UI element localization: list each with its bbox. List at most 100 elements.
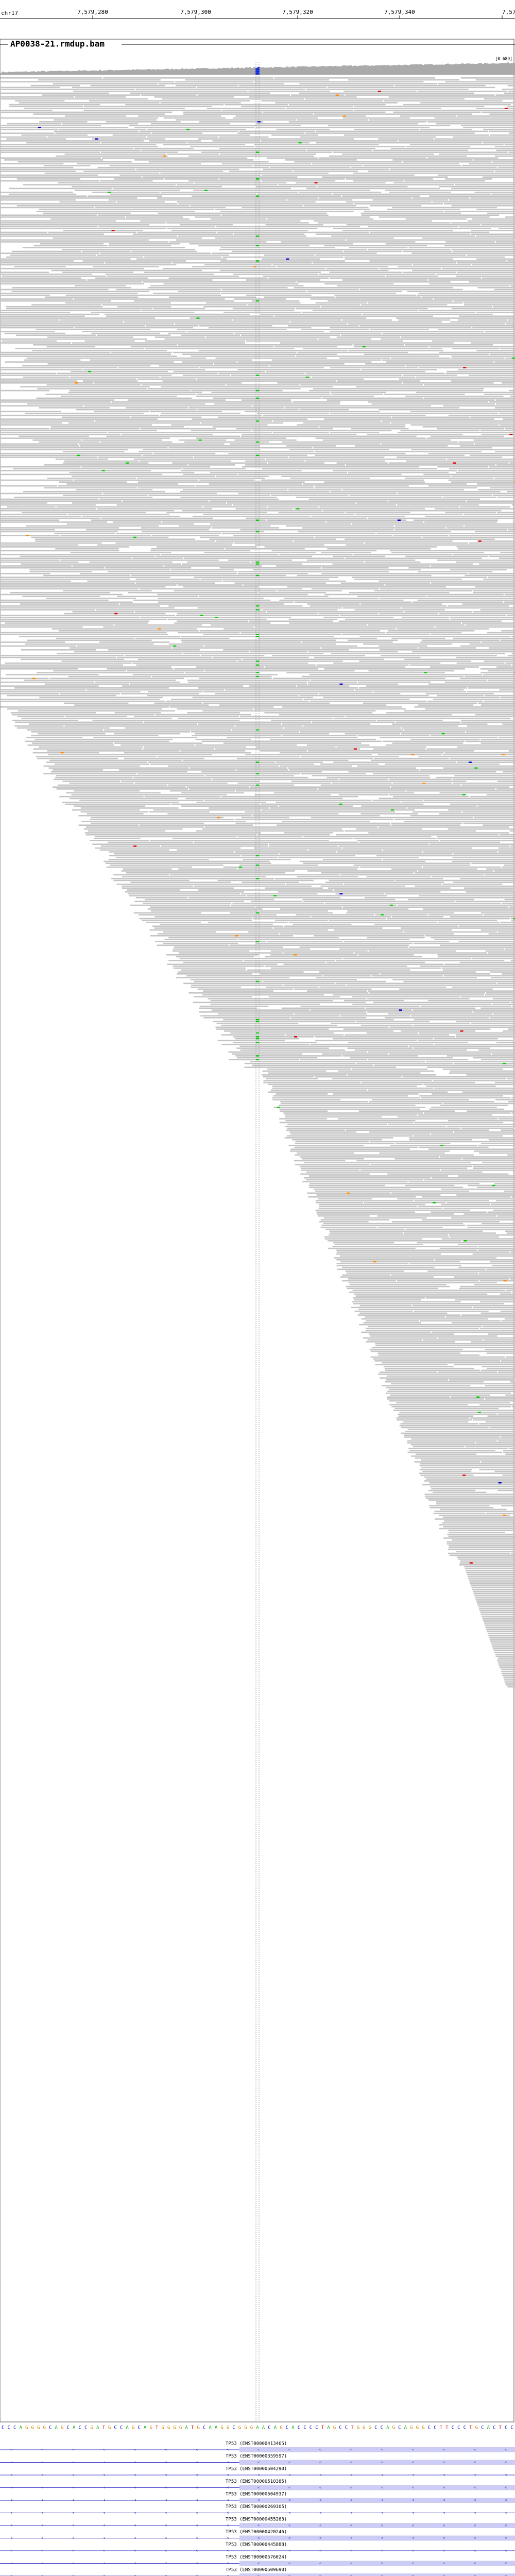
- read: [376, 719, 443, 721]
- read: [0, 411, 61, 413]
- exon: [239, 2498, 515, 2503]
- read: [407, 1451, 503, 1453]
- base: G: [250, 2426, 253, 2431]
- coverage-bar: [278, 66, 280, 75]
- read: [454, 1062, 515, 1064]
- read: [397, 1280, 479, 1282]
- read: [150, 550, 251, 552]
- read: [74, 805, 146, 807]
- read: [511, 636, 515, 637]
- transcript-label[interactable]: TP53 (ENST00000413465): [226, 2442, 287, 2447]
- read: [0, 452, 153, 454]
- read: [511, 1112, 515, 1114]
- read: [99, 498, 279, 500]
- read: [351, 166, 497, 168]
- read: [441, 967, 515, 969]
- coverage-bar: [169, 69, 171, 75]
- read: [486, 1367, 515, 1369]
- coverage-bar: [286, 66, 288, 75]
- read: [26, 737, 83, 738]
- read: [0, 531, 118, 533]
- exon: [239, 2573, 515, 2576]
- read: [263, 980, 386, 982]
- transcript-label[interactable]: TP53 (ENST00000455263): [226, 2517, 287, 2522]
- transcript-label[interactable]: TP53 (ENST00000504937): [226, 2492, 287, 2497]
- read: [345, 1270, 404, 1272]
- read: [346, 224, 480, 226]
- read: [286, 1129, 345, 1131]
- coverage-bar: [144, 69, 146, 75]
- read: [474, 192, 515, 193]
- read: [230, 1032, 334, 1034]
- read: [35, 540, 215, 542]
- read: [98, 456, 193, 458]
- read: [428, 1489, 476, 1492]
- read: [106, 121, 181, 123]
- read: [125, 727, 284, 729]
- read: [449, 1547, 515, 1549]
- read: [431, 1488, 515, 1489]
- read: [394, 84, 486, 87]
- read: [470, 1417, 515, 1419]
- read: [465, 740, 515, 742]
- read: [376, 533, 515, 534]
- read: [452, 778, 515, 781]
- read: [0, 655, 124, 656]
- transcript-label[interactable]: TP53 (ENST00000576024): [226, 2555, 287, 2560]
- read: [314, 113, 472, 115]
- track-name[interactable]: AP0038-21.rmdup.bam: [10, 39, 105, 49]
- read: [2, 275, 106, 277]
- read: [116, 857, 278, 858]
- read: [500, 1310, 515, 1312]
- read: [387, 1398, 485, 1400]
- read: [244, 960, 335, 961]
- read: [164, 565, 262, 567]
- read: [426, 1478, 515, 1480]
- transcript-label[interactable]: TP53 (ENST00000509690): [226, 2568, 287, 2573]
- read: [267, 218, 374, 220]
- read: [385, 1381, 484, 1383]
- transcript-label[interactable]: TP53 (ENST00000445888): [226, 2543, 287, 2548]
- mismatch: [256, 245, 259, 247]
- read: [316, 130, 488, 132]
- read: [418, 571, 493, 572]
- strand-arrow: <: [505, 2536, 507, 2540]
- read: [0, 272, 49, 273]
- read: [342, 489, 464, 490]
- transcript-label[interactable]: TP53 (ENST00000510385): [226, 2479, 287, 2484]
- read: [443, 1526, 515, 1528]
- coverage-bar: [371, 65, 373, 75]
- read: [96, 609, 262, 611]
- read: [27, 744, 114, 746]
- read: [457, 272, 515, 273]
- read: [254, 847, 342, 849]
- strand-arrow: <: [288, 2511, 290, 2515]
- read: [97, 255, 229, 256]
- exon: [239, 2535, 515, 2541]
- read: [200, 579, 330, 580]
- read: [102, 304, 247, 306]
- read: [47, 363, 213, 365]
- read: [154, 916, 311, 918]
- read: [373, 748, 426, 750]
- read: [72, 185, 222, 188]
- read: [9, 106, 83, 108]
- read: [0, 693, 59, 694]
- read: [388, 630, 475, 632]
- transcript-label[interactable]: TP53 (ENST00000504290): [226, 2467, 287, 2472]
- read: [481, 224, 515, 226]
- transcript-label[interactable]: TP53 (ENST00000269305): [226, 2504, 287, 2510]
- read: [495, 399, 515, 401]
- transcript-label[interactable]: TP53 (ENST00000420246): [226, 2530, 287, 2535]
- read: [0, 405, 83, 406]
- transcript-label[interactable]: TP53 (ENST00000359597): [226, 2454, 287, 2459]
- mismatch: [513, 918, 515, 920]
- strand-arrow: <: [319, 2574, 321, 2576]
- read: [74, 790, 140, 792]
- read: [449, 468, 515, 470]
- read: [276, 802, 401, 803]
- read: [163, 144, 246, 146]
- read: [307, 870, 417, 872]
- read: [391, 1405, 511, 1408]
- read: [314, 935, 425, 937]
